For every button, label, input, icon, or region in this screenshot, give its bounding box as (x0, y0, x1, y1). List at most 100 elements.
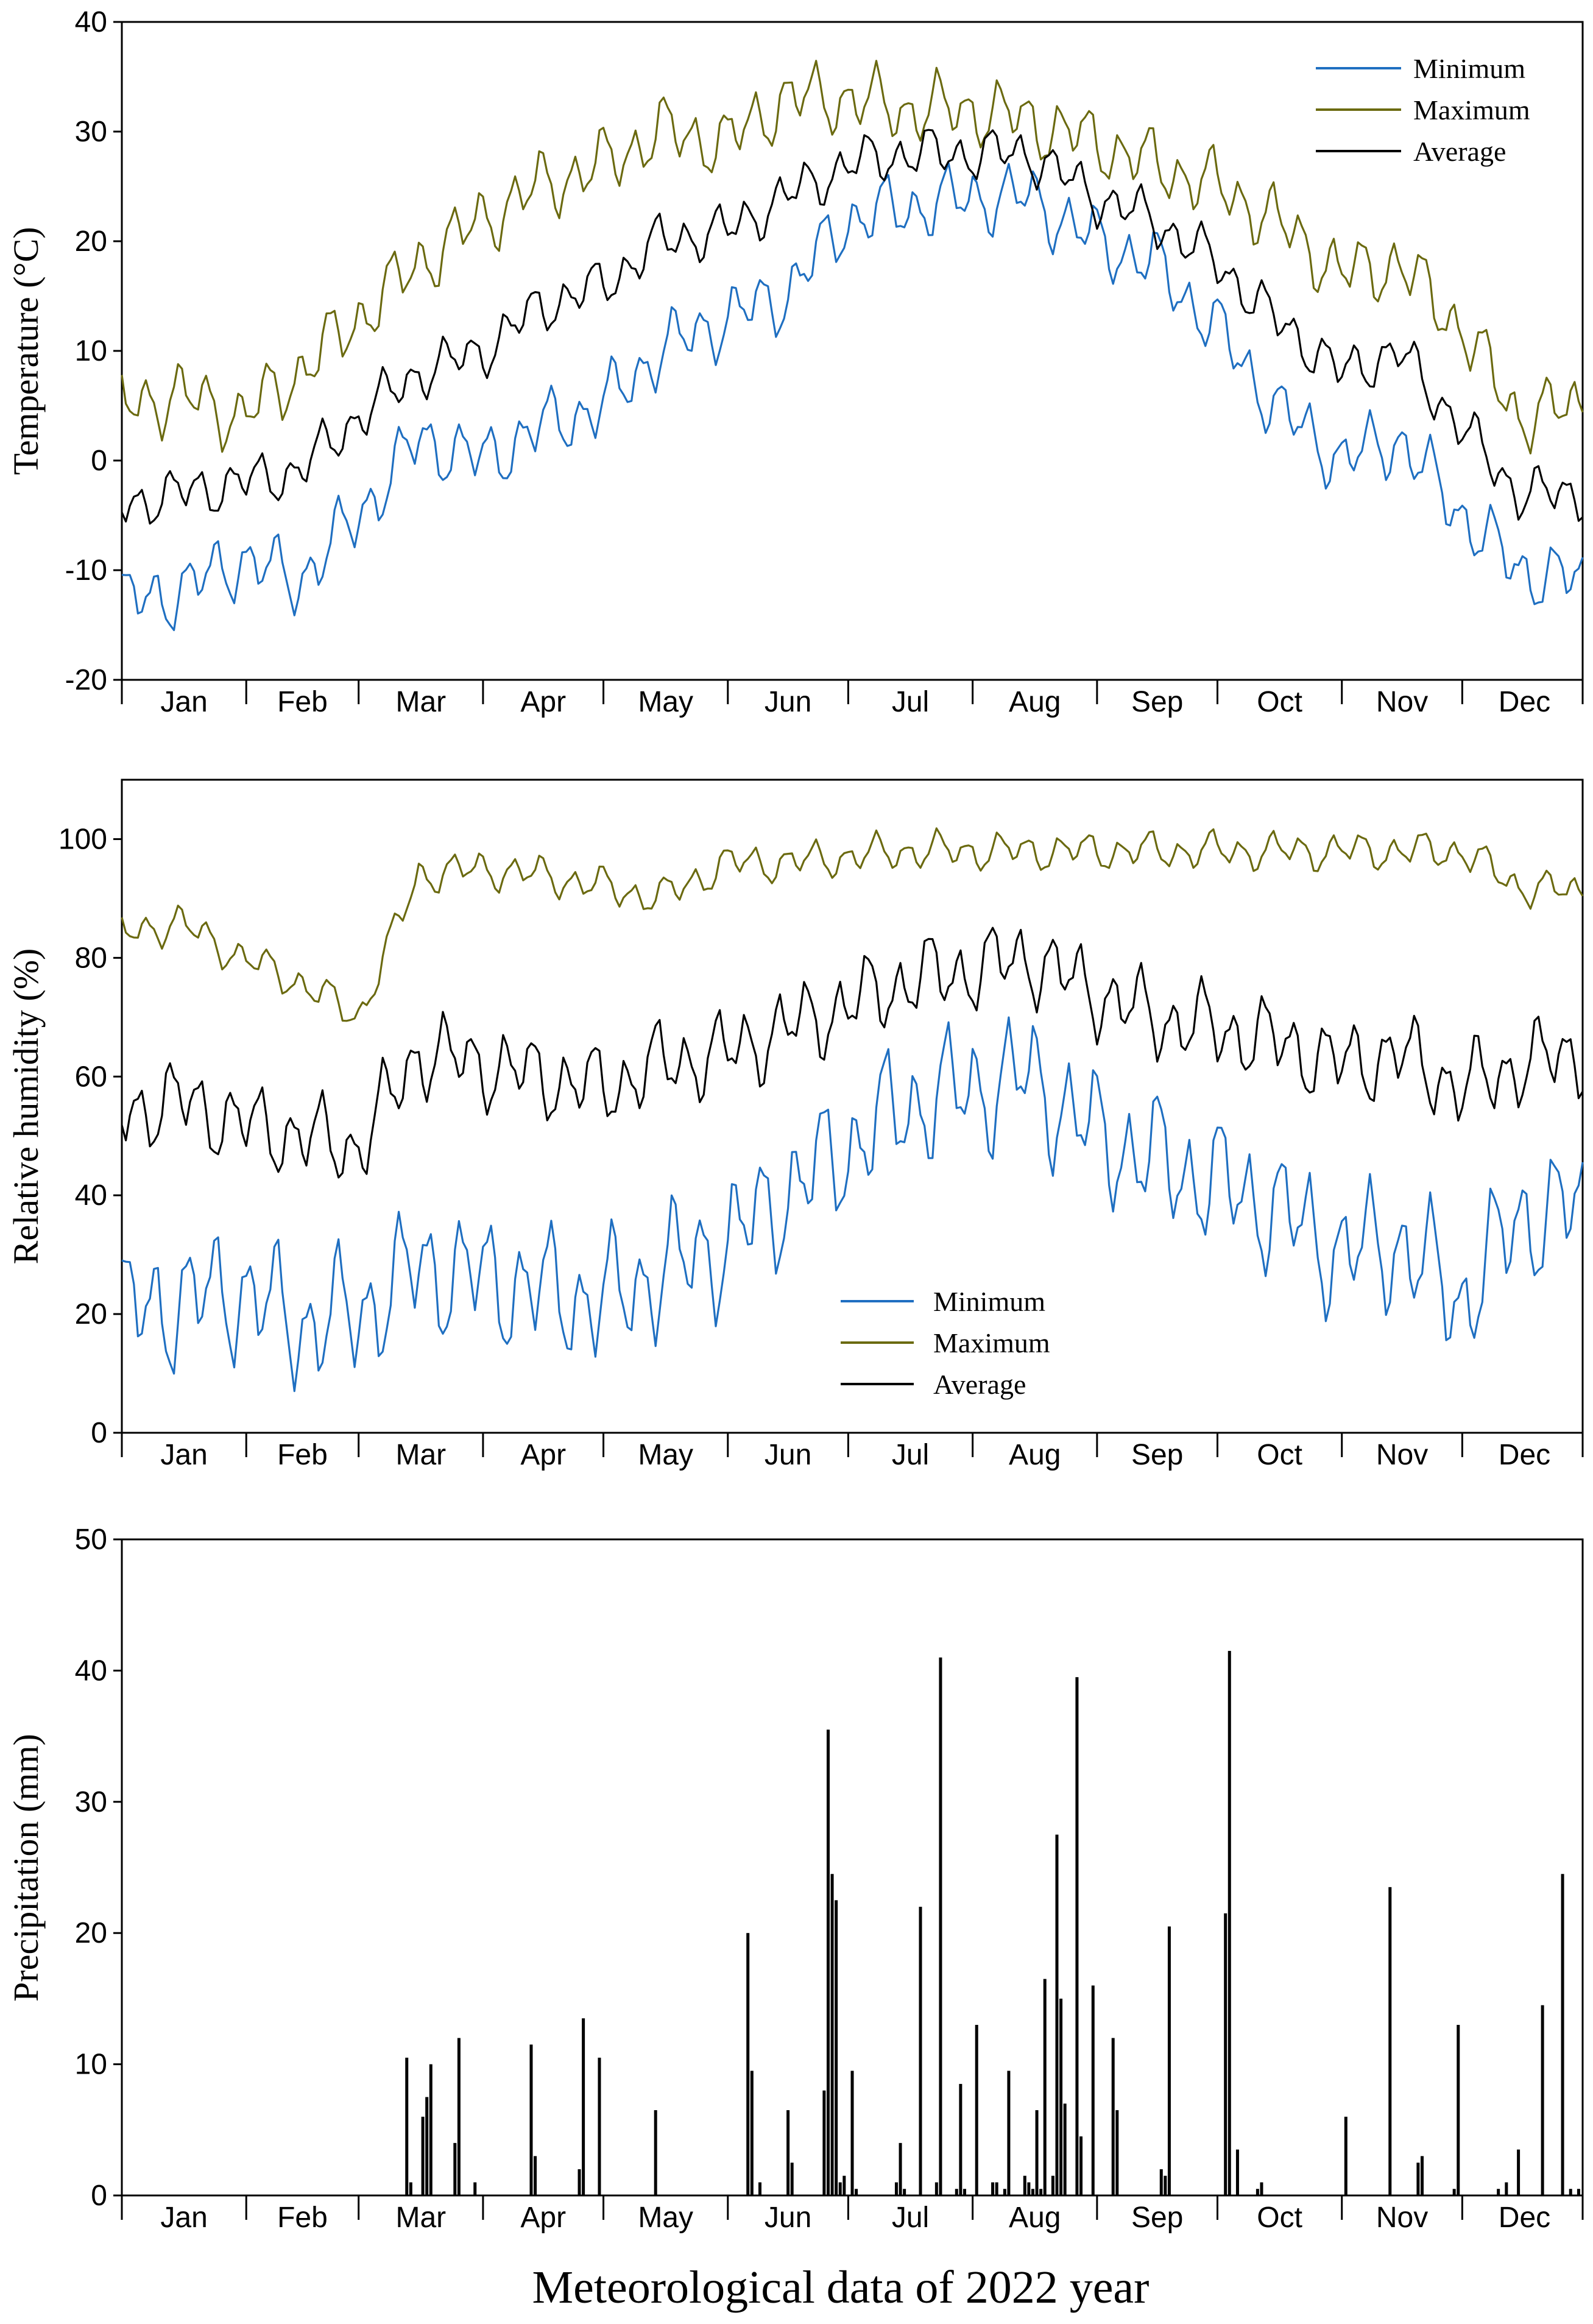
temperature-series-lines (121, 60, 1584, 631)
y-tick-label: 20 (75, 225, 107, 258)
legend-average-label: Average (1413, 136, 1506, 167)
precipitation-bar (1027, 2182, 1031, 2195)
precipitation-bar (529, 2044, 533, 2195)
precipitation-bar (1577, 2189, 1580, 2195)
series-line-average (121, 927, 1584, 1179)
x-month-label: Oct (1257, 686, 1302, 718)
temperature-legend: Minimum Maximum Average (1316, 53, 1530, 167)
precipitation-bar (934, 2182, 938, 2195)
x-month-label: Sep (1131, 1439, 1183, 1471)
precipitation-bar (822, 2090, 826, 2195)
precipitation-bar (1043, 1979, 1047, 2195)
precipitation-bar (835, 1900, 838, 2195)
precipitation-bar (963, 2189, 966, 2195)
x-month-label: Nov (1376, 686, 1428, 718)
precipitation-bar (1035, 2110, 1039, 2195)
precipitation-bar (1235, 2149, 1239, 2195)
y-tick-label: 10 (75, 2049, 107, 2081)
precipitation-bar (654, 2110, 657, 2195)
precipitation-bar (582, 2018, 585, 2195)
x-month-label: Mar (395, 2202, 446, 2234)
x-month-label: Mar (395, 1439, 446, 1471)
humidity-x-ticks: Jan Feb Mar Apr May Jun Jul Aug Sep Oct Nov Dec (121, 1433, 1584, 1471)
y-tick-label: 50 (75, 1524, 107, 1556)
y-tick-label: 0 (91, 1417, 107, 1449)
precipitation-bar (1007, 2071, 1011, 2195)
precipitation-bar (598, 2057, 601, 2195)
x-month-label: Apr (520, 686, 566, 718)
precipitation-bar (1023, 2175, 1026, 2195)
precipitation-bar (855, 2189, 858, 2195)
x-month-label: Jan (160, 2202, 207, 2234)
x-month-label: Jun (765, 686, 811, 718)
precipitation-bar (1091, 1985, 1095, 2195)
precipitation-bar (1224, 1913, 1227, 2195)
temperature-y-ticks: 40 30 20 10 0 -10 -20 (65, 6, 122, 696)
precipitation-bar (1159, 2169, 1163, 2195)
precipitation-bar (899, 2142, 902, 2195)
precipitation-bar (1344, 2116, 1348, 2195)
y-tick-label: 30 (75, 1786, 107, 1818)
precipitation-bar (1079, 2136, 1083, 2195)
legend-maximum-label: Maximum (933, 1327, 1050, 1358)
precipitation-bar (1055, 1834, 1059, 2195)
precipitation-bar (1031, 2189, 1034, 2195)
temperature-y-axis-title: Temperature (°C) (6, 227, 46, 475)
y-tick-label: 40 (75, 1179, 107, 1212)
precipitation-bar (919, 1907, 922, 2195)
y-tick-label: 0 (91, 445, 107, 477)
precipitation-bar (1452, 2189, 1456, 2195)
x-month-label: Sep (1131, 2202, 1183, 2234)
precipitation-bar (429, 2064, 433, 2195)
precipitation-bar (1260, 2182, 1263, 2195)
x-month-label: Mar (395, 686, 446, 718)
precipitation-panel: 50 40 30 20 10 0 Jan Feb Mar Apr May Jun Jul Aug Sep O… (6, 1524, 1584, 2234)
precipitation-bar (1497, 2189, 1500, 2195)
precipitation-bar (1561, 1874, 1564, 2195)
precipitation-bar (995, 2182, 998, 2195)
x-month-label: May (638, 2202, 693, 2234)
humidity-y-ticks: 100 80 60 40 20 0 (58, 823, 122, 1449)
precipitation-bar (1063, 2103, 1067, 2195)
x-month-label: Apr (520, 2202, 566, 2234)
precipitation-bar (1115, 2110, 1119, 2195)
precipitation-bar (1164, 2175, 1167, 2195)
legend-average-label: Average (933, 1369, 1026, 1400)
x-month-label: May (638, 1439, 693, 1471)
precipitation-bar (421, 2116, 425, 2195)
x-month-label: Jul (892, 1439, 929, 1471)
y-tick-label: -10 (65, 554, 107, 587)
precipitation-bar (1039, 2189, 1043, 2195)
precipitation-bar (1569, 2189, 1572, 2195)
humidity-legend: Minimum Maximum Average (841, 1286, 1050, 1400)
precipitation-bar (405, 2057, 409, 2195)
y-tick-label: 20 (75, 1917, 107, 1949)
x-month-label: Jan (160, 686, 207, 718)
precipitation-bar (473, 2182, 477, 2195)
x-month-label: Feb (277, 686, 328, 718)
precipitation-bar (758, 2182, 761, 2195)
series-line-maximum (121, 827, 1584, 1022)
x-month-label: Dec (1499, 2202, 1550, 2234)
precipitation-bar (425, 2097, 429, 2195)
precipitation-bar (1256, 2189, 1259, 2195)
precipitation-y-ticks: 50 40 30 20 10 0 (75, 1524, 122, 2212)
y-tick-label: 40 (75, 6, 107, 38)
humidity-y-axis-title: Relative humidity (%) (6, 948, 46, 1265)
precipitation-bar (1111, 2038, 1115, 2195)
x-month-label: Jan (160, 1439, 207, 1471)
y-tick-label: 10 (75, 335, 107, 367)
precipitation-bar (1227, 1651, 1231, 2195)
precipitation-bar (1505, 2182, 1508, 2195)
precipitation-bar (457, 2038, 461, 2195)
precipitation-bar (955, 2189, 958, 2195)
x-month-label: Nov (1376, 2202, 1428, 2234)
precipitation-bar (1416, 2163, 1420, 2195)
y-tick-label: 0 (91, 2180, 107, 2212)
y-tick-label: 60 (75, 1061, 107, 1093)
y-tick-label: 40 (75, 1655, 107, 1687)
y-tick-label: 80 (75, 942, 107, 974)
precipitation-bar (1051, 2175, 1054, 2195)
precipitation-bar (850, 2071, 854, 2195)
precipitation-bar (903, 2189, 906, 2195)
